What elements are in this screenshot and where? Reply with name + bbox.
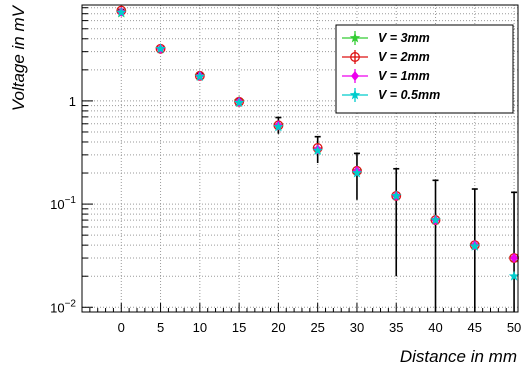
legend-label-0: V = 3mm [378, 31, 430, 45]
x-tick-label: 15 [232, 320, 246, 335]
legend-label-2: V = 1mm [378, 69, 430, 83]
series-3-point [116, 6, 127, 17]
series-3-point [273, 121, 284, 132]
series-2-point [510, 253, 519, 264]
series-3-point [155, 43, 166, 54]
legend-label-3: V = 0.5mm [378, 88, 440, 102]
x-axis-title: Distance in mm [400, 347, 517, 366]
series-3-point [312, 145, 323, 156]
x-tick-label: 45 [468, 320, 482, 335]
data-markers [116, 5, 520, 281]
plot-frame [81, 4, 519, 313]
legend-marker-0 [349, 32, 361, 43]
x-tick-label: 20 [271, 320, 285, 335]
error-bars [118, 8, 518, 312]
legend: V = 3mm V = 2mm V = 1mm V = 0.5mm [335, 24, 514, 114]
series-3-point [469, 240, 481, 251]
x-tick-label: 10 [193, 320, 207, 335]
x-tick-label: 30 [350, 320, 364, 335]
legend-label-1: V = 2mm [378, 50, 430, 64]
series-3-point [508, 270, 520, 281]
tick-labels: 0 5 10 15 20 25 30 35 40 45 50 10−2 10−1 1 [50, 94, 521, 335]
x-tick-label: 35 [389, 320, 403, 335]
series-3-point [233, 97, 245, 108]
legend-box [335, 24, 514, 114]
y-tick-label: 10−1 [50, 195, 76, 212]
x-tick-label: 50 [507, 320, 521, 335]
series-3-point [391, 190, 402, 201]
legend-marker-1 [350, 52, 360, 62]
x-tick-label: 0 [118, 320, 125, 335]
x-tick-label: 40 [428, 320, 442, 335]
legend-marker-2 [351, 71, 359, 81]
series-3-point [351, 167, 363, 178]
x-tick-label: 5 [157, 320, 164, 335]
y-tick-label: 1 [69, 94, 76, 109]
axis-ticks [82, 7, 515, 313]
series-3-point [194, 71, 206, 82]
series-3-point [430, 214, 441, 225]
y-axis-title: Voltage in mV [9, 4, 28, 111]
legend-symbols [342, 31, 368, 102]
y-tick-label: 10−2 [50, 298, 76, 315]
x-tick-label: 25 [310, 320, 324, 335]
legend-marker-3 [349, 89, 361, 100]
